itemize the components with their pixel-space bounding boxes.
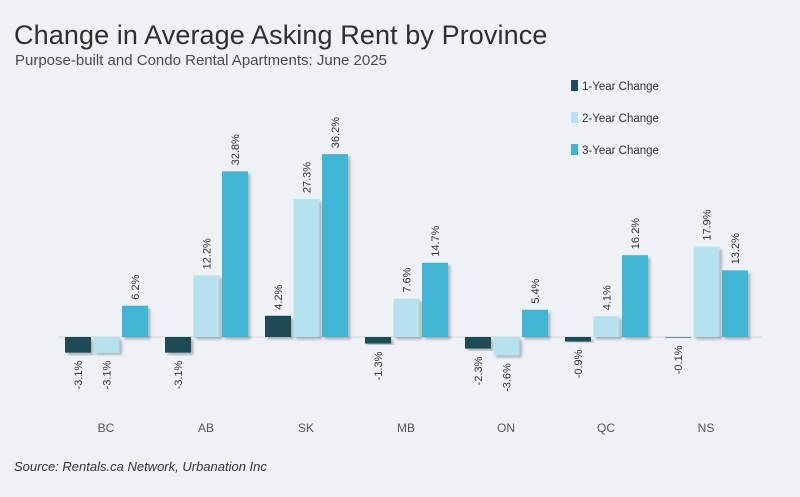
value-label-bc-3yr: 6.2% [130,274,142,299]
value-label-mb-2yr: 7.6% [402,267,414,292]
legend-label-2yr: 2-Year Change [582,113,659,125]
bar-ns-3yr [722,270,748,337]
chart-subtitle: Purpose-built and Condo Rental Apartment… [15,52,387,69]
value-label-sk-2yr: 27.3% [302,162,314,193]
legend-swatch-3yr [571,144,578,155]
bar-on-3yr [522,309,548,337]
value-label-mb-3yr: 14.7% [430,225,442,256]
bar-ab-3yr [222,171,248,337]
x-tick-ab: AB [198,421,214,435]
bar-ns-2yr [693,246,720,337]
bar-mb-1yr [365,337,391,344]
x-tick-on: ON [497,421,515,435]
bar-mb-3yr [422,262,448,337]
value-label-bc-1yr: -3.1% [73,360,85,389]
value-label-on-1yr: -2.3% [473,356,485,385]
x-tick-mb: MB [397,421,415,435]
bar-mb-2yr [393,298,420,337]
value-label-sk-1yr: 4.2% [273,284,285,309]
source-note: Source: Rentals.ca Network, Urbanation I… [14,459,267,474]
bar-sk-1yr [265,315,291,337]
bar-group [58,154,762,356]
bar-ns-1yr [665,337,691,338]
x-tick-qc: QC [597,421,615,435]
bar-sk-3yr [322,154,348,337]
value-label-mb-1yr: -1.3% [373,351,385,380]
chart-title: Change in Average Asking Rent by Provinc… [14,20,548,50]
bar-sk-2yr [293,199,320,337]
value-label-qc-3yr: 16.2% [630,218,642,249]
value-label-ns-3yr: 13.2% [730,233,742,264]
value-label-sk-3yr: 36.2% [330,117,342,148]
bar-qc-2yr [593,316,620,337]
value-label-ab-2yr: 12.2% [202,238,214,269]
value-labels: -3.1% -3.1% 6.2% -3.1% 12.2% 32.8% 4.2% 27.3% 36… [73,117,742,392]
legend-swatch-2yr [571,112,578,123]
bar-ab-2yr [193,275,220,337]
value-label-ab-1yr: -3.1% [173,360,185,389]
legend-swatch-1yr [571,80,578,91]
bar-ab-1yr [165,337,191,353]
value-label-qc-2yr: 4.1% [602,285,614,310]
value-label-bc-2yr: -3.1% [102,360,114,389]
bar-qc-3yr [622,255,648,337]
bar-bc-1yr [65,337,91,353]
legend-label-1yr: 1-Year Change [582,81,659,93]
bar-qc-1yr [565,337,591,342]
value-label-on-2yr: -3.6% [502,363,514,392]
value-label-qc-1yr: -0.9% [573,349,585,378]
x-tick-bc: BC [98,421,115,435]
value-label-on-3yr: 5.4% [530,278,542,303]
value-label-ns-2yr: 17.9% [702,209,714,240]
bar-bc-3yr [122,305,148,337]
bar-on-1yr [465,337,491,349]
x-axis-tick-labels: BC AB SK MB ON QC NS [98,421,715,435]
value-label-ab-3yr: 32.8% [230,134,242,165]
bar-on-2yr [493,337,520,356]
bar-bc-2yr [93,337,120,353]
x-tick-ns: NS [698,421,715,435]
x-tick-sk: SK [298,421,314,435]
value-label-ns-1yr: -0.1% [673,345,685,374]
chart-legend: 1-Year Change 2-Year Change 3-Year Change [571,80,659,157]
legend-label-3yr: 3-Year Change [582,145,659,157]
